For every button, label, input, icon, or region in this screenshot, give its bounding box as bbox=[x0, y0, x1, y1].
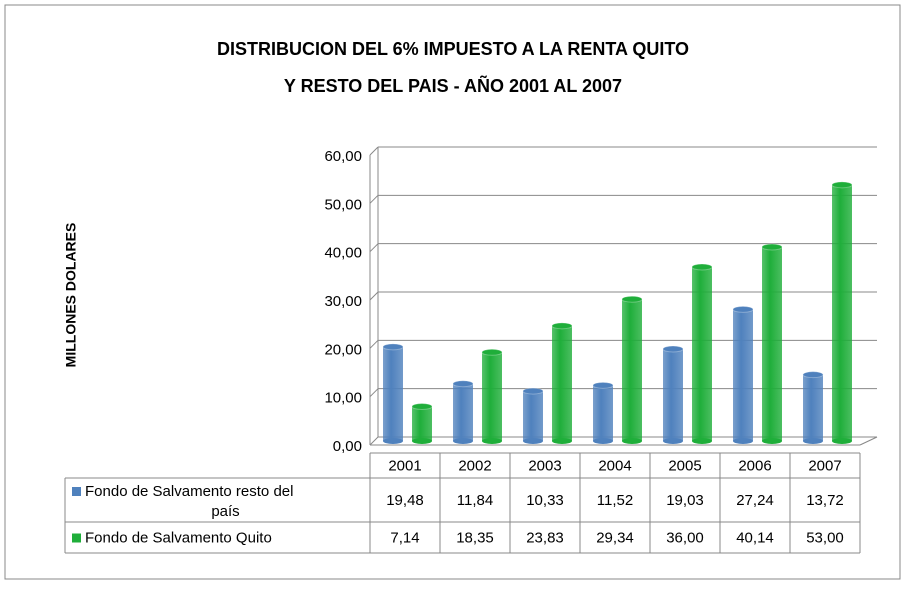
bar bbox=[482, 352, 502, 441]
grid-line-side bbox=[369, 339, 379, 349]
grid-line-side bbox=[369, 291, 379, 301]
table-value: 7,14 bbox=[390, 529, 419, 546]
x-tick-label: 2006 bbox=[738, 457, 771, 474]
bar-top bbox=[802, 371, 824, 379]
bar bbox=[412, 406, 432, 441]
x-tick-label: 2005 bbox=[668, 457, 701, 474]
bar-top bbox=[662, 345, 684, 353]
y-tick-label: 30,00 bbox=[324, 293, 362, 310]
bar-top bbox=[732, 305, 754, 313]
floor-edge bbox=[859, 436, 878, 446]
legend-label: Fondo de Salvamento resto del país bbox=[85, 483, 293, 520]
chart-subtitle: Y RESTO DEL PAIS - AÑO 2001 AL 2007 bbox=[284, 75, 622, 96]
grid-line-side bbox=[369, 194, 379, 204]
grid-line-side bbox=[369, 243, 379, 253]
chart-title: DISTRIBUCION DEL 6% IMPUESTO A LA RENTA … bbox=[217, 39, 689, 59]
bar bbox=[453, 383, 473, 441]
bar bbox=[593, 385, 613, 441]
bar bbox=[523, 391, 543, 441]
x-tick-label: 2004 bbox=[598, 457, 631, 474]
table-value: 36,00 bbox=[666, 529, 704, 546]
table-value: 18,35 bbox=[456, 529, 494, 546]
bar bbox=[832, 184, 852, 442]
bar-top bbox=[831, 181, 853, 189]
bar bbox=[762, 246, 782, 441]
table-value: 13,72 bbox=[806, 492, 844, 509]
bar-top bbox=[481, 348, 503, 356]
bar-top bbox=[522, 387, 544, 395]
legend-swatch bbox=[72, 533, 81, 543]
x-tick-label: 2001 bbox=[388, 457, 421, 474]
table-value: 10,33 bbox=[526, 492, 564, 509]
table-value: 11,52 bbox=[597, 492, 633, 509]
grid-line-side bbox=[369, 388, 379, 398]
y-axis-label: MILLONES DOLARES bbox=[63, 223, 79, 368]
table-value: 29,34 bbox=[596, 529, 634, 546]
y-tick-label: 10,00 bbox=[324, 390, 362, 407]
table-value: 23,83 bbox=[526, 529, 564, 546]
bar bbox=[622, 299, 642, 441]
bar-top bbox=[592, 381, 614, 389]
table-value: 40,14 bbox=[736, 529, 774, 546]
y-tick-label: 50,00 bbox=[324, 196, 362, 213]
y-tick-label: 60,00 bbox=[324, 148, 362, 165]
legend-swatch bbox=[72, 487, 81, 496]
x-tick-label: 2003 bbox=[528, 457, 561, 474]
bar-top bbox=[621, 295, 643, 303]
legend-label: Fondo de Salvamento Quito bbox=[85, 529, 272, 546]
bar bbox=[663, 349, 683, 441]
bar bbox=[803, 374, 823, 441]
bar-top bbox=[551, 322, 573, 330]
bar bbox=[692, 267, 712, 441]
bar bbox=[552, 325, 572, 441]
table-value: 53,00 bbox=[806, 529, 844, 546]
y-tick-label: 20,00 bbox=[324, 341, 362, 358]
bar-top bbox=[382, 343, 404, 351]
bar-top bbox=[691, 263, 713, 271]
table-value: 11,84 bbox=[457, 492, 493, 509]
table-value: 19,03 bbox=[666, 492, 704, 509]
bar-top bbox=[411, 402, 433, 410]
table-value: 19,48 bbox=[386, 492, 424, 509]
y-tick-label: 40,00 bbox=[324, 245, 362, 262]
bar bbox=[383, 346, 403, 441]
bar-top bbox=[452, 380, 474, 388]
y-tick-label: 0,00 bbox=[333, 438, 362, 455]
bar bbox=[733, 309, 753, 441]
x-tick-label: 2007 bbox=[808, 457, 841, 474]
table-value: 27,24 bbox=[736, 492, 774, 509]
grid-line-side bbox=[369, 146, 379, 156]
x-tick-label: 2002 bbox=[458, 457, 491, 474]
bar-top bbox=[761, 243, 783, 251]
grid-line-side bbox=[369, 436, 379, 446]
